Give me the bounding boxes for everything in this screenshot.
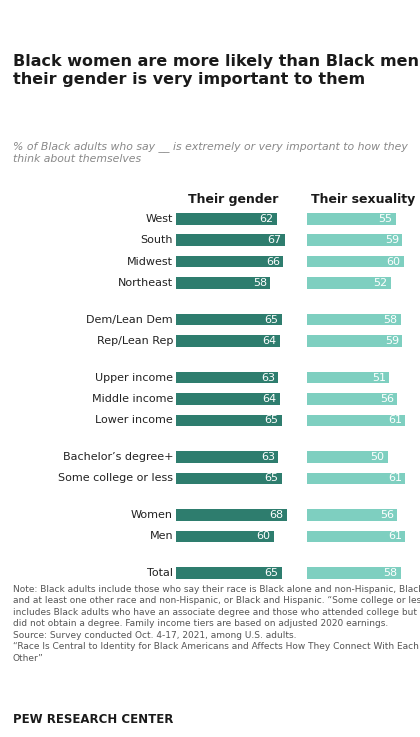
Bar — [307, 509, 397, 521]
Text: Total: Total — [147, 568, 173, 578]
Text: 65: 65 — [264, 473, 278, 483]
Text: Dem/Lean Dem: Dem/Lean Dem — [87, 315, 173, 324]
Text: Northeast: Northeast — [118, 278, 173, 288]
Text: 55: 55 — [378, 214, 392, 223]
Text: 61: 61 — [388, 531, 402, 542]
Bar — [176, 509, 286, 521]
Text: Their sexuality: Their sexuality — [311, 193, 415, 206]
Text: 58: 58 — [253, 278, 267, 288]
Bar — [307, 371, 389, 383]
Text: 64: 64 — [262, 394, 277, 404]
Text: PEW RESEARCH CENTER: PEW RESEARCH CENTER — [13, 713, 173, 726]
Text: 60: 60 — [256, 531, 270, 542]
Text: 61: 61 — [388, 473, 402, 483]
Text: South: South — [141, 235, 173, 245]
Bar — [176, 314, 282, 326]
Bar — [176, 371, 278, 383]
Text: Women: Women — [131, 510, 173, 520]
Text: Midwest: Midwest — [127, 256, 173, 267]
Text: 59: 59 — [385, 235, 399, 245]
Bar — [176, 335, 280, 347]
Text: Their gender: Their gender — [188, 193, 278, 206]
Bar — [176, 531, 273, 542]
Bar — [307, 314, 401, 326]
Text: 50: 50 — [370, 452, 384, 462]
Bar — [176, 213, 277, 225]
Bar — [307, 393, 397, 405]
Bar — [176, 567, 282, 579]
Text: 56: 56 — [380, 394, 394, 404]
Text: 62: 62 — [260, 214, 273, 223]
Bar — [307, 531, 405, 542]
Bar — [176, 277, 270, 289]
Bar — [176, 234, 285, 246]
Text: Lower income: Lower income — [95, 416, 173, 425]
Text: % of Black adults who say __ is extremely or very important to how they
think ab: % of Black adults who say __ is extremel… — [13, 142, 407, 164]
Bar — [176, 256, 284, 268]
Bar — [307, 256, 404, 268]
Text: 66: 66 — [266, 256, 280, 267]
Text: 67: 67 — [268, 235, 281, 245]
Bar — [176, 393, 280, 405]
Text: 65: 65 — [264, 315, 278, 324]
Text: 60: 60 — [386, 256, 400, 267]
Bar — [307, 234, 402, 246]
Text: West: West — [146, 214, 173, 223]
Text: 65: 65 — [264, 416, 278, 425]
Bar — [176, 451, 278, 463]
Text: Bachelor’s degree+: Bachelor’s degree+ — [63, 452, 173, 462]
Bar — [307, 414, 405, 427]
Text: Men: Men — [150, 531, 173, 542]
Text: 64: 64 — [262, 336, 277, 346]
Text: Middle income: Middle income — [92, 394, 173, 404]
Bar — [307, 335, 402, 347]
Text: 63: 63 — [261, 372, 275, 383]
Bar — [176, 472, 282, 484]
Text: 52: 52 — [373, 278, 388, 288]
Text: Black women are more likely than Black men to say
their gender is very important: Black women are more likely than Black m… — [13, 54, 420, 87]
Text: 59: 59 — [385, 336, 399, 346]
Bar — [307, 451, 388, 463]
Text: 56: 56 — [380, 510, 394, 520]
Text: 51: 51 — [372, 372, 386, 383]
Text: 58: 58 — [383, 568, 397, 578]
Text: Some college or less: Some college or less — [58, 473, 173, 483]
Text: 63: 63 — [261, 452, 275, 462]
Text: 61: 61 — [388, 416, 402, 425]
Text: Rep/Lean Rep: Rep/Lean Rep — [97, 336, 173, 346]
Bar — [307, 567, 401, 579]
Text: Note: Black adults include those who say their race is Black alone and non-Hispa: Note: Black adults include those who say… — [13, 585, 420, 663]
Text: 65: 65 — [264, 568, 278, 578]
Text: Upper income: Upper income — [95, 372, 173, 383]
Bar — [307, 277, 391, 289]
Text: 68: 68 — [269, 510, 283, 520]
Bar — [176, 414, 282, 427]
Bar — [307, 472, 405, 484]
Text: 58: 58 — [383, 315, 397, 324]
Bar — [307, 213, 396, 225]
